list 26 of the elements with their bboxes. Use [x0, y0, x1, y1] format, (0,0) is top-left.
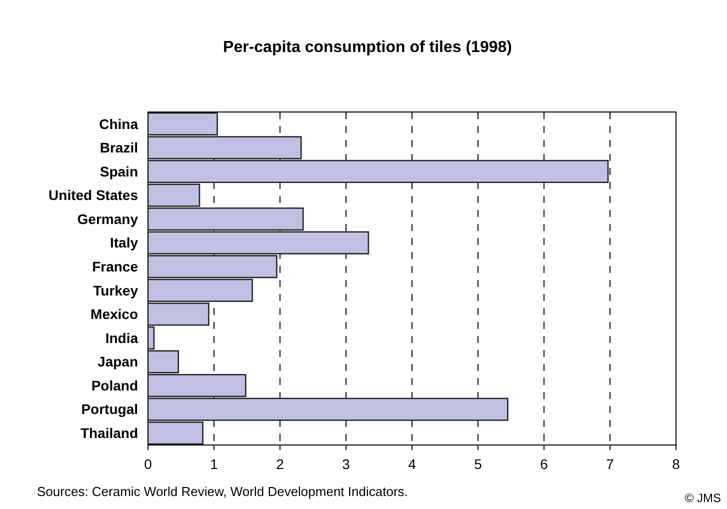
y-tick-label: Italy [110, 234, 138, 251]
y-tick-label: Mexico [90, 306, 138, 322]
x-tick-label: 4 [408, 456, 416, 472]
y-tick-label: Germany [77, 210, 138, 227]
y-tick-label: Brazil [100, 140, 138, 156]
x-tick-label: 1 [210, 456, 218, 472]
x-tick-label: 5 [474, 456, 482, 472]
x-tick-label: 3 [342, 456, 350, 472]
x-tick-label: 0 [144, 456, 152, 472]
x-tick-label: 7 [606, 456, 614, 472]
y-tick-label: China [99, 116, 138, 132]
y-tick-label: France [92, 258, 138, 275]
y-tick-label: Spain [100, 163, 138, 180]
source-note: Sources: Ceramic World Review, World Development Indicators. [37, 484, 408, 499]
y-tick-label: Portugal [81, 401, 138, 418]
y-tick-label: Poland [91, 377, 138, 394]
y-tick-label: Japan [98, 354, 138, 370]
y-tick-label: Thailand [80, 425, 138, 442]
y-tick-label: India [105, 330, 138, 346]
x-tick-label: 2 [276, 456, 284, 472]
chart-title: Per-capita consumption of tiles (1998) [223, 39, 512, 56]
y-tick-label: United States [48, 187, 138, 204]
text: © JMS [684, 491, 721, 505]
x-tick-label: 6 [540, 456, 548, 472]
x-tick-label: 8 [672, 456, 680, 472]
y-tick-label: Turkey [93, 282, 138, 298]
